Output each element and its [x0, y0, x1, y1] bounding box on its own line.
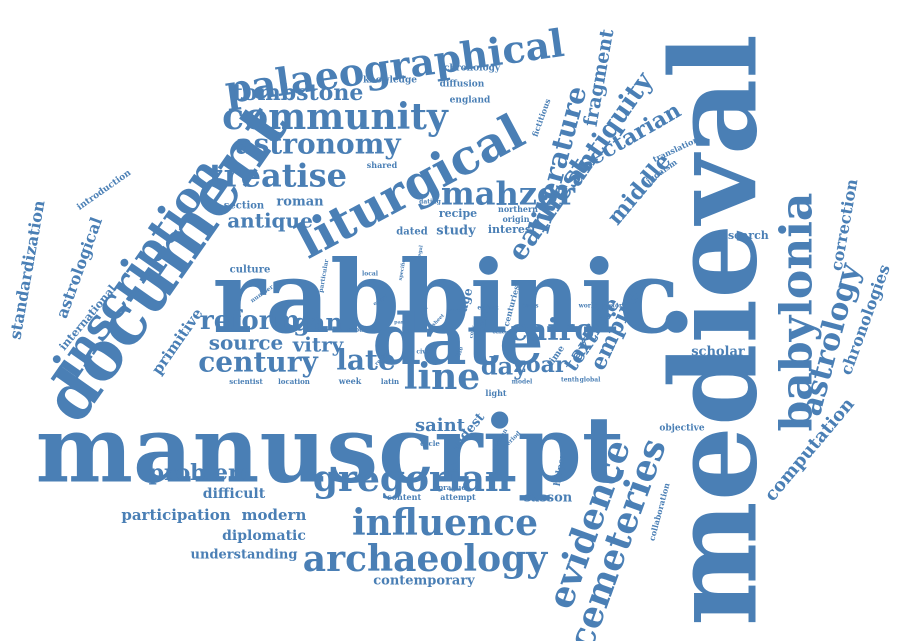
cloud-word-other: other [492, 330, 507, 336]
cloud-word-scientist: scientist [229, 377, 263, 386]
cloud-word-objective: objective [659, 424, 705, 434]
cloud-word-roman: roman [276, 195, 324, 210]
cloud-word-correction: correction [827, 177, 862, 272]
cloud-word-basis: basis [521, 303, 539, 310]
cloud-word-dating: dating [419, 199, 441, 206]
cloud-word-moon: moon [347, 325, 369, 334]
cloud-word-century: century [198, 346, 318, 379]
cloud-word-diplomatic: diplomatic [222, 528, 306, 544]
cloud-word-dated: dated [396, 227, 427, 238]
cloud-word-tombstone: tombstone [233, 80, 364, 106]
cloud-word-global: global [580, 377, 602, 384]
cloud-word-local: local [362, 271, 379, 278]
cloud-word-cycle: cycle [420, 439, 440, 448]
cloud-word-cairo: cairo [510, 313, 595, 348]
cloud-word-part: part [394, 320, 406, 326]
cloud-word-difficult: difficult [203, 486, 266, 502]
cloud-word-latin: latin [381, 377, 399, 386]
cloud-word-scholar: scholar [691, 345, 745, 360]
cloud-word-source: source [209, 331, 284, 355]
cloud-word-line: line [404, 356, 480, 398]
cloud-word-problem: problem [149, 460, 252, 486]
cloud-word-saint: saint [415, 415, 466, 436]
cloud-word-research: research [715, 229, 769, 242]
cloud-word-study: study [436, 224, 476, 239]
cloud-word-tenth: tenth [561, 377, 580, 384]
cloud-word-vitry: vitry [292, 333, 345, 357]
cloud-word-section: section [224, 201, 265, 212]
cloud-word-contemporary: contemporary [373, 574, 475, 589]
cloud-word-content: content [387, 492, 422, 502]
cloud-word-medieval: medieval [645, 34, 784, 626]
cloud-word-gregorian: gregorian [313, 458, 511, 500]
cloud-word-modern: modern [242, 506, 307, 524]
cloud-word-antique: antique [227, 209, 313, 233]
cloud-word-gan: gan [293, 308, 343, 337]
cloud-word-model: model [512, 379, 533, 386]
cloud-word-chronology: chronology [444, 64, 501, 74]
cloud-word-light: light [485, 388, 506, 398]
cloud-word-more: more [476, 303, 492, 333]
cloud-word-prague: prague [438, 483, 466, 492]
cloud-word-shared: shared [367, 160, 398, 170]
cloud-word-week: week [338, 376, 362, 386]
cloud-word-legal: legal [416, 245, 424, 260]
cloud-word-rabbinic: rabbinic [213, 238, 680, 356]
cloud-word-understanding: understanding [191, 548, 298, 563]
cloud-word-history: history [602, 303, 626, 310]
cloud-word-civic: civic [416, 349, 432, 356]
cloud-word-late: late [336, 344, 396, 377]
cloud-word-sasson: sasson [524, 491, 573, 506]
cloud-word-influence: influence [352, 502, 538, 544]
cloud-word-knowledge: knowledge [363, 76, 417, 86]
cloud-word-babylonia: babylonia [772, 193, 823, 432]
cloud-word-community: community [222, 96, 449, 138]
cloud-word-diffusion: diffusion [440, 80, 485, 90]
cloud-word-manuscript: manuscript [36, 396, 625, 504]
cloud-word-northern: northern [498, 204, 538, 214]
cloud-word-archaeology: archaeology [303, 538, 548, 580]
cloud-word-extant: extant [477, 305, 498, 312]
cloud-word-recipe: recipe [439, 207, 477, 220]
cloud-word-astronomy: astronomy [235, 128, 401, 161]
cloud-word-participation: participation [121, 506, 230, 524]
cloud-word-attempt: attempt [440, 492, 476, 502]
cloud-word-age: age [456, 286, 476, 313]
cloud-word-treatise: treatise [209, 157, 347, 195]
cloud-word-copy: copy [468, 324, 476, 339]
cloud-word-zoar: zoar [513, 352, 566, 378]
cloud-word-world: world [578, 303, 599, 310]
cloud-word-england: england [450, 96, 491, 106]
cloud-word-day: day [481, 352, 528, 381]
cloud-word-culture: culture [230, 265, 271, 276]
cloud-word-standardization: standardization [5, 198, 48, 340]
cloud-word-mahzor: mahzor [441, 175, 576, 213]
cloud-word-location: location [278, 377, 310, 386]
cloud-word-work: work [446, 308, 461, 314]
cloud-word-date: date [372, 298, 543, 381]
cloud-word-reform: reform [200, 306, 300, 336]
cloud-word-introduction: introduction [75, 168, 133, 213]
cloud-word-specific: specific [398, 259, 408, 281]
cloud-word-interest: interest [488, 223, 537, 236]
cloud-word-origin: origin [502, 214, 529, 224]
cloud-word-life: life [455, 345, 465, 358]
